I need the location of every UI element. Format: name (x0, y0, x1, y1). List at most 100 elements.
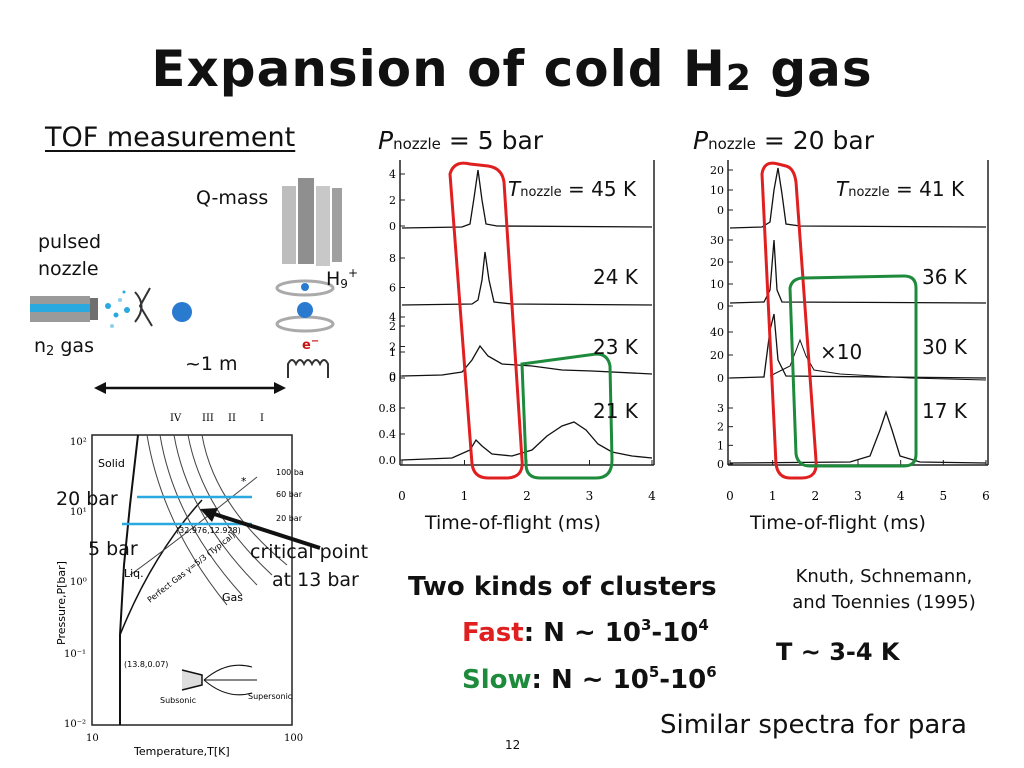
phase-roman-label: IV (170, 413, 182, 424)
right-t-first: Tnozzle = 41 K (836, 177, 965, 201)
gas-label: n2 gas (34, 335, 94, 359)
right-ytick-label: 20 (710, 164, 724, 177)
right-ytick-label: 20 (710, 349, 724, 362)
right-ytick-label: 0 (717, 300, 724, 313)
right-ytick-label: 2 (717, 421, 724, 434)
left-ytick-label: 2 (389, 194, 396, 207)
phase-roman-label: II (228, 413, 236, 424)
left-xtick-label: 3 (586, 489, 594, 503)
trace-30K (729, 313, 987, 379)
left-ytick-label: 0 (389, 372, 396, 385)
clusters-heading: Two kinds of clusters (408, 572, 717, 602)
phase-roman-label: I (260, 413, 264, 424)
left-ytick-label: 1 (389, 346, 396, 359)
left-ytick-label: 2 (389, 341, 396, 354)
right-ytick-label: 1 (717, 439, 724, 452)
right-ytick-label: 0 (717, 372, 724, 385)
right-ytick-label: 3 (717, 402, 724, 415)
critical-bar-label: at 13 bar (272, 569, 359, 591)
right-xtick-label: 0 (726, 489, 734, 503)
fast-cluster-box (448, 161, 524, 480)
left-ytick-label: 6 (389, 282, 396, 295)
left-ytick-label: 4 (389, 311, 396, 324)
iso-label-20: 20 bar (276, 514, 303, 523)
left-xtick-label: 1 (461, 489, 469, 503)
slow-cluster-box-right (788, 274, 918, 468)
left-temp-23K: 23 K (593, 335, 638, 359)
right-ytick-label: 10 (710, 184, 724, 197)
phase-ytick: 10⁻² (64, 719, 86, 730)
right-ytick-label: 30 (710, 234, 724, 247)
reference-line-2: and Toennies (1995) (792, 592, 976, 613)
electron-label: e− (302, 336, 320, 353)
nozzle-icon (30, 287, 153, 328)
page-number: 12 (505, 738, 521, 752)
phase-ytick: 10² (70, 437, 87, 448)
right-xtick-label: 3 (854, 489, 862, 503)
pressure-callout-20bar: 20 bar (56, 488, 118, 510)
slow-cluster-box (520, 352, 614, 480)
distance-label: ~1 m (185, 353, 238, 375)
fast-cluster-line: Fast: N ~ 103-104 (462, 616, 709, 648)
right-ytick-label: 20 (710, 256, 724, 269)
right-ytick-label: 0 (717, 204, 724, 217)
reference-line-1: Knuth, Schnemann, (795, 566, 973, 587)
distance-arrow (94, 382, 286, 394)
qmass-label: Q-mass (196, 187, 269, 209)
right-xtick-label: 4 (897, 489, 905, 503)
left-ytick-label: 2 (389, 320, 396, 333)
trace-24K (401, 251, 653, 306)
critical-star-icon: * (241, 475, 247, 488)
right-xtick-label: 1 (769, 489, 777, 503)
trace-36K (729, 239, 987, 304)
phase-ylabel: Pressure,P[bar] (55, 561, 68, 645)
left-spectra-header: Pnozzle = 5 bar (378, 126, 544, 155)
phase-ytick: 10⁻¹ (64, 649, 86, 660)
region-subsonic: Subsonic (160, 696, 196, 705)
phase-xtick: 100 (284, 733, 303, 744)
left-xtick-label: 2 (523, 489, 531, 503)
right-ytick-label: 40 (710, 326, 724, 339)
right-xtick-label: 2 (812, 489, 820, 503)
right-xlabel: Time-of-flight (ms) (750, 512, 926, 534)
critical-arrow-icon (200, 508, 321, 550)
phase-ytick: 10¹ (70, 507, 87, 518)
left-t-first: Tnozzle = 45 K (508, 177, 637, 201)
left-ytick-label: 0.8 (379, 402, 397, 415)
slow-cluster-line: Slow: N ~ 105-106 (462, 663, 717, 695)
right-spectra-header: Pnozzle = 20 bar (693, 126, 874, 155)
left-xlabel: Time-of-flight (ms) (425, 512, 601, 534)
tof-setup-diagram (30, 178, 342, 394)
slide-title: Expansion of cold H2 gas (151, 40, 873, 99)
phase-xtick: 10 (86, 733, 99, 744)
trace-21K (401, 421, 653, 461)
left-ytick-label: 0 (389, 220, 396, 233)
left-ytick-label: 8 (389, 252, 396, 265)
right-ytick-label: 0 (717, 458, 724, 471)
phase-diagram: IV III II I 10² 10¹ 10⁰ 10⁻¹ 10⁻² 10 100… (55, 413, 304, 758)
iso-label-100: 100 bar (276, 468, 304, 477)
similar-spectra-note: Similar spectra for para (660, 710, 967, 740)
left-ytick-label: 0 (389, 370, 396, 383)
pulsed-label-1: pulsed (38, 231, 102, 253)
scale-note: ×10 (820, 340, 863, 364)
left-xtick-label: 4 (648, 489, 656, 503)
tof-heading: TOF measurement (45, 122, 296, 153)
right-ytick-label: 10 (710, 278, 724, 291)
ion-label: H9+ (326, 266, 358, 291)
fast-cluster-box-right (760, 161, 818, 480)
pulsed-label-2: nozzle (38, 258, 99, 280)
left-xtick-label: 0 (398, 489, 406, 503)
phase-xlabel: Temperature,T[K] (133, 745, 230, 758)
left-temp-24K: 24 K (593, 265, 638, 289)
region-gas: Gas (222, 591, 243, 604)
right-xtick-label: 6 (982, 489, 990, 503)
left-ytick-label: 0.4 (379, 428, 397, 441)
qmass-rods-icon (282, 178, 342, 266)
region-supersonic: Supersonic (248, 692, 292, 701)
right-temp-36K: 36 K (922, 265, 967, 289)
critical-coord: (32.976,12.928) (176, 526, 241, 535)
left-temp-21K: 21 K (593, 399, 638, 423)
